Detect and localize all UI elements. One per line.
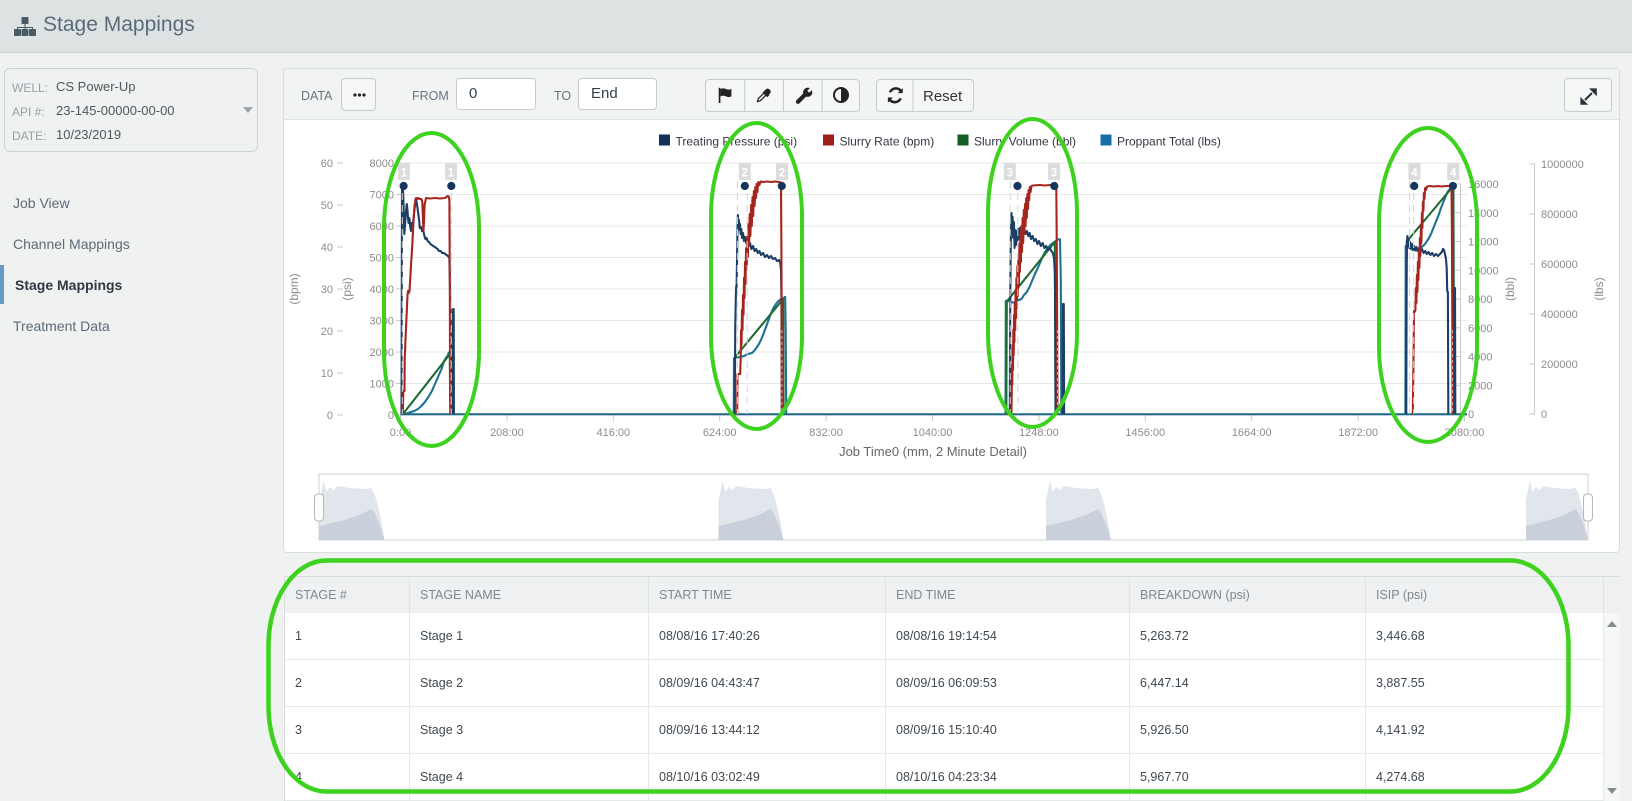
svg-text:Reset: Reset (923, 88, 963, 105)
